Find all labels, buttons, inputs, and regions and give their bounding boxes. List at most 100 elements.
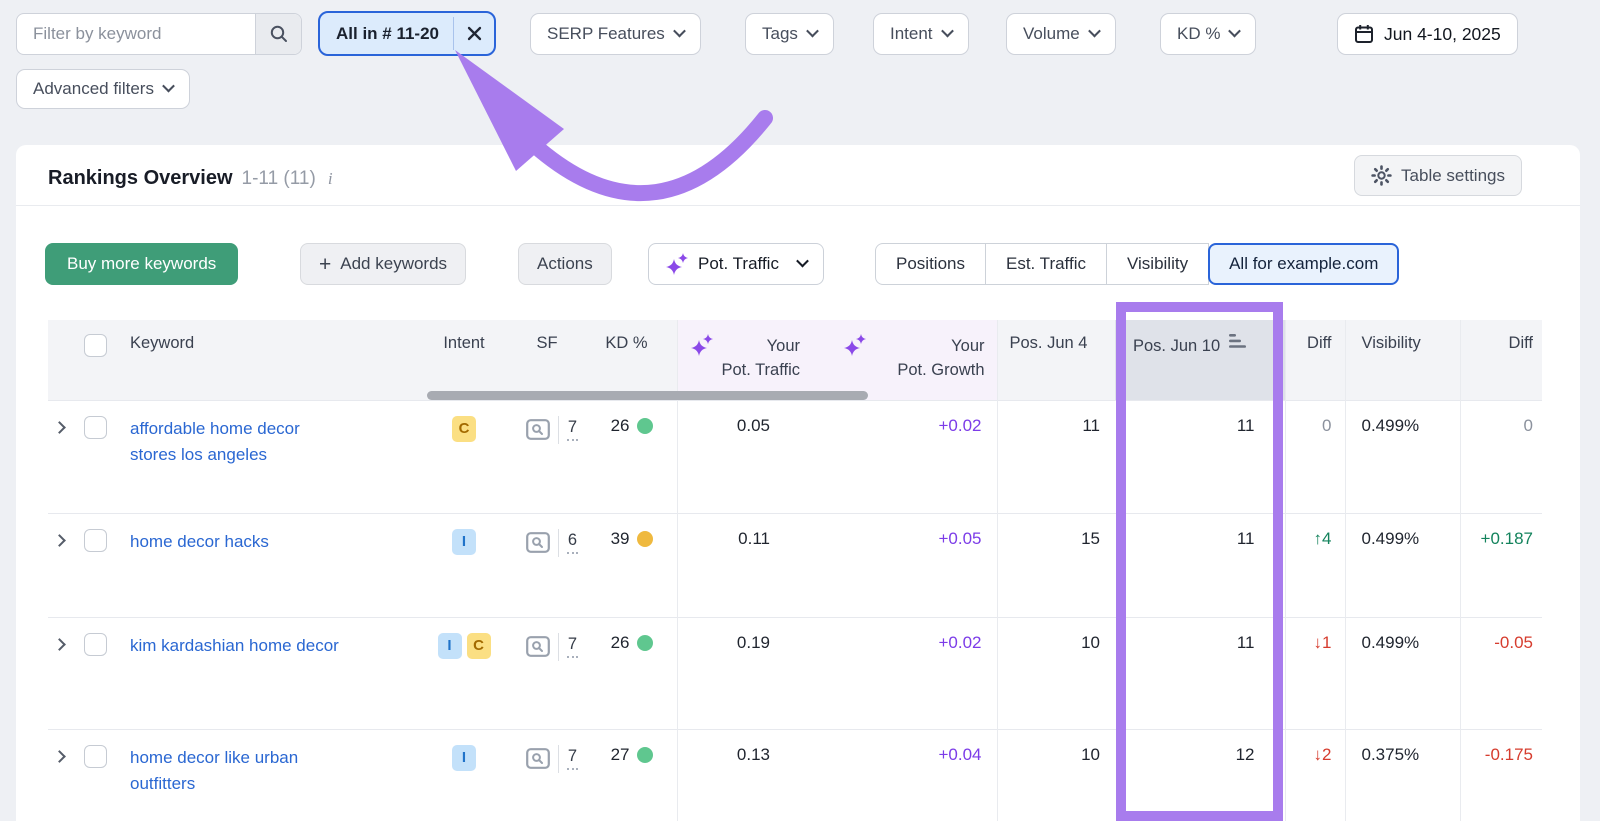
intent-badge: I: [437, 632, 462, 659]
serp-features-icon[interactable]: [526, 747, 550, 769]
keyword-filter-input[interactable]: Filter by keyword: [16, 13, 302, 55]
serp-features-icon[interactable]: [526, 418, 550, 440]
chevron-down-icon: [940, 24, 954, 38]
keyword-filter-placeholder: Filter by keyword: [33, 24, 162, 43]
remove-filter-button[interactable]: [454, 13, 494, 54]
col-header-diff[interactable]: Diff: [1284, 320, 1345, 400]
col-header-kd[interactable]: KD %: [586, 320, 677, 400]
pos-jun4-value: 10: [996, 728, 1115, 821]
advanced-filters-button[interactable]: Advanced filters: [16, 69, 190, 109]
serp-features-count[interactable]: 7: [566, 746, 579, 770]
date-range-picker[interactable]: Jun 4-10, 2025: [1337, 13, 1518, 55]
tab-est-traffic[interactable]: Est. Traffic: [984, 243, 1107, 285]
info-icon[interactable]: i: [327, 169, 333, 188]
serp-features-icon[interactable]: [526, 635, 550, 657]
search-button[interactable]: [255, 14, 301, 54]
kd-value: 26: [610, 632, 630, 652]
col-header-pot-growth[interactable]: Your Pot. Growth: [815, 320, 997, 400]
serp-features-count[interactable]: 6: [566, 530, 579, 554]
position-diff-value: ↓2: [1284, 728, 1345, 821]
pos-jun10-value: 12: [1115, 728, 1285, 821]
col-header-pos-jun4[interactable]: Pos. Jun 4: [996, 320, 1115, 400]
actions-button[interactable]: Actions: [518, 243, 612, 285]
row-checkbox[interactable]: [84, 415, 107, 439]
serp-features-count[interactable]: 7: [566, 634, 579, 658]
volume-filter[interactable]: Volume: [1006, 13, 1116, 55]
visibility-diff-value: -0.175: [1459, 728, 1542, 821]
position-diff-value: 0: [1284, 399, 1345, 513]
pot-growth-value: +0.02: [815, 399, 997, 513]
row-checkbox[interactable]: [84, 632, 107, 656]
col-header-visibility-diff[interactable]: Diff: [1459, 320, 1542, 400]
visibility-diff-value: -0.05: [1459, 616, 1542, 729]
keyword-link[interactable]: kim kardashian home decor: [130, 635, 339, 655]
intent-filter[interactable]: Intent: [873, 13, 969, 55]
visibility-value: 0.375%: [1344, 728, 1460, 821]
visibility-value: 0.499%: [1344, 616, 1460, 729]
kd-difficulty-dot: [636, 417, 653, 434]
expand-row-icon[interactable]: [53, 420, 66, 434]
kd-difficulty-dot: [636, 746, 653, 763]
expand-row-icon[interactable]: [53, 533, 66, 547]
close-icon: [467, 26, 481, 41]
divider: [16, 205, 1580, 206]
add-keywords-button[interactable]: + Add keywords: [300, 243, 467, 285]
pot-growth-value: +0.02: [815, 616, 997, 729]
position-diff-value: ↑4: [1284, 512, 1345, 617]
ai-sparkle-icon: [666, 252, 688, 275]
tab-all-for-domain[interactable]: All for example.com: [1208, 243, 1400, 285]
metric-dropdown[interactable]: Pot. Traffic: [648, 243, 824, 285]
intent-badge: I: [452, 744, 476, 771]
expand-row-icon[interactable]: [53, 749, 66, 763]
view-tabs: Positions Est. Traffic Visibility All fo…: [875, 243, 1400, 285]
pot-traffic-value: 0.05: [676, 399, 815, 513]
keyword-link[interactable]: home decor hacks: [130, 531, 269, 551]
table-row: kim kardashian home decor I C 7 26 0.19: [48, 616, 1542, 729]
results-range: 1-11 (11): [241, 168, 316, 189]
ai-sparkle-icon: [844, 334, 866, 356]
keyword-link[interactable]: home decor like urban outfitters: [130, 747, 299, 793]
calendar-icon: [1355, 25, 1373, 43]
horizontal-scrollbar[interactable]: [427, 391, 868, 400]
intent-badge: C: [466, 632, 491, 659]
serp-features-icon[interactable]: [526, 531, 550, 553]
intent-badge: C: [452, 415, 476, 442]
visibility-value: 0.499%: [1344, 399, 1460, 513]
row-checkbox[interactable]: [84, 744, 107, 768]
serp-features-count[interactable]: 7: [566, 417, 579, 441]
visibility-diff-value: +0.187: [1459, 512, 1542, 617]
chevron-down-icon: [162, 79, 175, 93]
kd-value: 26: [610, 415, 630, 435]
intent-badge: I: [452, 528, 476, 555]
col-header-visibility[interactable]: Visibility: [1344, 320, 1460, 400]
chevron-down-icon: [796, 254, 809, 268]
row-checkbox[interactable]: [84, 528, 107, 552]
pos-jun4-value: 15: [996, 512, 1115, 617]
pos-jun4-value: 11: [996, 399, 1115, 513]
ai-sparkle-icon: [690, 334, 713, 356]
tab-positions[interactable]: Positions: [875, 243, 986, 285]
col-header-sf[interactable]: SF: [508, 320, 586, 400]
keyword-link[interactable]: affordable home decor stores los angeles: [130, 418, 300, 464]
select-all-checkbox[interactable]: [84, 334, 107, 357]
table-header-row: Keyword Intent SF KD % Your Pot. Traffic: [48, 320, 1542, 400]
col-header-pos-jun10[interactable]: Pos. Jun 10: [1115, 320, 1285, 400]
tags-filter[interactable]: Tags: [745, 13, 834, 55]
kd-filter[interactable]: KD %: [1160, 13, 1257, 55]
pos-jun10-value: 11: [1115, 399, 1285, 513]
col-header-keyword[interactable]: Keyword: [124, 320, 420, 400]
buy-more-keywords-button[interactable]: Buy more keywords: [45, 243, 239, 285]
table-row: affordable home decor stores los angeles…: [48, 399, 1542, 513]
chevron-down-icon: [806, 24, 819, 38]
serp-features-filter[interactable]: SERP Features: [530, 13, 701, 55]
col-header-pot-traffic[interactable]: Your Pot. Traffic: [676, 320, 815, 400]
sort-icon: [1229, 334, 1247, 354]
kd-difficulty-dot: [636, 634, 653, 651]
tab-visibility[interactable]: Visibility: [1105, 243, 1210, 285]
table-settings-button[interactable]: Table settings: [1354, 155, 1522, 196]
chevron-down-icon: [1228, 24, 1242, 38]
expand-row-icon[interactable]: [53, 637, 66, 651]
pot-traffic-value: 0.13: [676, 728, 815, 821]
col-header-intent[interactable]: Intent: [420, 320, 508, 400]
position-filter-chip[interactable]: All in # 11-20: [318, 11, 496, 56]
